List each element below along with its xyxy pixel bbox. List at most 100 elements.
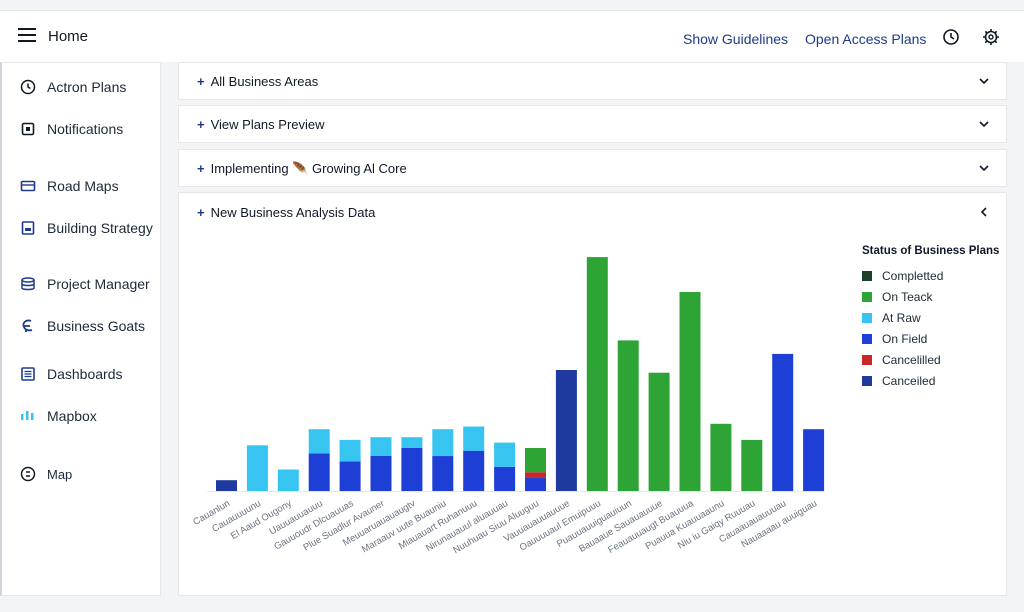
chevron-down-icon[interactable] — [978, 118, 990, 130]
sidebar-item-label: Actron Plans — [47, 79, 127, 95]
show-guidelines-link[interactable]: Show Guidelines — [683, 31, 789, 47]
sidebar-item-label: Map — [47, 466, 73, 482]
legend-swatch — [862, 312, 872, 323]
sidebar-item-label: Road Maps — [47, 178, 119, 194]
bar-segment[interactable] — [555, 370, 577, 491]
bar-segment[interactable] — [401, 437, 423, 448]
sidebar-item-project-manager[interactable]: Project Manager — [20, 273, 150, 295]
bar-segment[interactable] — [246, 445, 268, 491]
goal-icon — [20, 318, 36, 334]
sidebar-item-road-maps[interactable]: Road Maps — [20, 175, 119, 197]
bar-segment[interactable] — [525, 477, 546, 491]
bar-segment[interactable] — [277, 469, 299, 492]
legend-swatch — [862, 333, 872, 344]
sidebar: Actron Plans Notifications Road Maps Bui… — [0, 62, 161, 596]
notification-icon — [20, 121, 36, 137]
legend-item-on-field: On Field — [862, 328, 1002, 349]
legend-label: Canceiled — [882, 373, 936, 388]
bar-segment[interactable] — [308, 453, 330, 491]
bar-segment[interactable] — [525, 448, 546, 473]
chart-legend: Status of Business Plans Completted On T… — [862, 245, 1002, 391]
legend-title: Status of Business Plans — [862, 245, 1000, 257]
legend-item-completed: Completted — [862, 265, 1002, 286]
bar-segment[interactable] — [339, 439, 361, 462]
plus-icon: + — [197, 205, 205, 220]
accordion-implementing-ai-core[interactable]: + Implementing 🪶 Growing Al Core — [178, 149, 1007, 187]
bar-segment[interactable] — [401, 448, 423, 491]
sidebar-item-business-goats[interactable]: Business Goats — [20, 315, 145, 337]
bar-segment[interactable] — [308, 429, 330, 454]
clock-icon — [20, 79, 36, 95]
accordion-title: View Plans Preview — [210, 117, 325, 132]
home-title[interactable]: Home — [48, 28, 89, 45]
accordion-title: Implementing 🪶 Growing Al Core — [210, 161, 407, 176]
bar-segment[interactable] — [339, 461, 361, 491]
accordion-header[interactable]: + New Business Analysis Data — [197, 205, 375, 220]
legend-label: On Teack — [882, 289, 933, 304]
sidebar-item-label: Building Strategy — [47, 220, 153, 236]
bar-segment[interactable] — [710, 423, 732, 491]
sidebar-item-label: Dashboards — [47, 366, 123, 382]
bar-segment[interactable] — [370, 437, 392, 456]
chevron-left-icon[interactable] — [978, 206, 990, 218]
bar-segment[interactable] — [741, 439, 763, 491]
plus-icon: + — [197, 74, 205, 89]
legend-item-cancelilled: Cancelilled — [862, 349, 1002, 370]
plus-icon: + — [197, 161, 205, 176]
bar-segment[interactable] — [216, 480, 237, 491]
legend-item-at-raw: At Raw — [862, 307, 1002, 328]
accordion-title: All Business Areas — [210, 74, 319, 89]
accordion-view-plans-preview[interactable]: + View Plans Preview — [178, 105, 1007, 143]
sidebar-item-dashboards[interactable]: Dashboards — [20, 363, 123, 385]
bar-segment[interactable] — [432, 456, 454, 491]
bar-segment[interactable] — [586, 257, 608, 491]
sidebar-item-mapbox[interactable]: Mapbox — [20, 405, 97, 427]
legend-item-canceiled: Canceiled — [862, 370, 1002, 391]
accordion-new-business-analysis-data: + New Business Analysis Data Cauanlun Caua… — [178, 192, 1007, 596]
clock-icon[interactable] — [942, 28, 960, 46]
bar-segment[interactable] — [463, 426, 485, 451]
accordion-all-business-areas[interactable]: + All Business Areas — [178, 62, 1007, 100]
map-card-icon — [20, 178, 36, 194]
plus-icon: + — [197, 117, 205, 132]
list-icon — [20, 366, 36, 382]
menu-icon[interactable] — [18, 28, 36, 44]
legend-swatch — [862, 354, 872, 365]
open-access-plans-link[interactable]: Open Access Plans — [805, 31, 927, 47]
sidebar-item-label: Notifications — [47, 121, 124, 137]
sidebar-item-actron-plans[interactable]: Actron Plans — [20, 76, 126, 98]
legend-swatch — [862, 291, 872, 302]
bar-segment[interactable] — [494, 442, 516, 467]
legend-item-on-teack: On Teack — [862, 286, 1002, 307]
bar-segment[interactable] — [370, 456, 392, 491]
bar-segment[interactable] — [525, 472, 546, 478]
sidebar-item-label: Project Manager — [47, 276, 150, 292]
bar-segment[interactable] — [617, 340, 639, 491]
bar-segment[interactable] — [648, 372, 670, 491]
gear-icon[interactable] — [982, 28, 1000, 46]
chevron-down-icon[interactable] — [978, 75, 990, 87]
legend-label: Cancelilled — [882, 352, 941, 367]
database-icon — [20, 276, 36, 292]
chevron-down-icon[interactable] — [978, 162, 990, 174]
map-pin-circle-icon — [20, 466, 36, 482]
legend-label: At Raw — [882, 310, 921, 325]
sidebar-item-label: Business Goats — [47, 318, 146, 334]
top-bar: Home Show Guidelines Open Access Plans — [0, 10, 1024, 62]
legend-label: On Field — [882, 331, 928, 346]
bar-segment[interactable] — [679, 292, 701, 491]
sidebar-item-notifications[interactable]: Notifications — [20, 118, 123, 140]
legend-label: Completted — [882, 268, 944, 283]
bar-segment[interactable] — [463, 450, 485, 491]
building-icon — [20, 220, 36, 236]
bar-segment[interactable] — [432, 429, 454, 457]
legend-swatch — [862, 270, 872, 281]
bar-segment[interactable] — [803, 429, 825, 491]
sidebar-item-building-strategy[interactable]: Building Strategy — [20, 217, 153, 239]
sidebar-item-map[interactable]: Map — [20, 463, 72, 485]
bar-segment[interactable] — [494, 466, 516, 491]
accordion-title: New Business Analysis Data — [210, 205, 376, 220]
bar-segment[interactable] — [772, 353, 794, 491]
bars-icon — [20, 408, 36, 424]
